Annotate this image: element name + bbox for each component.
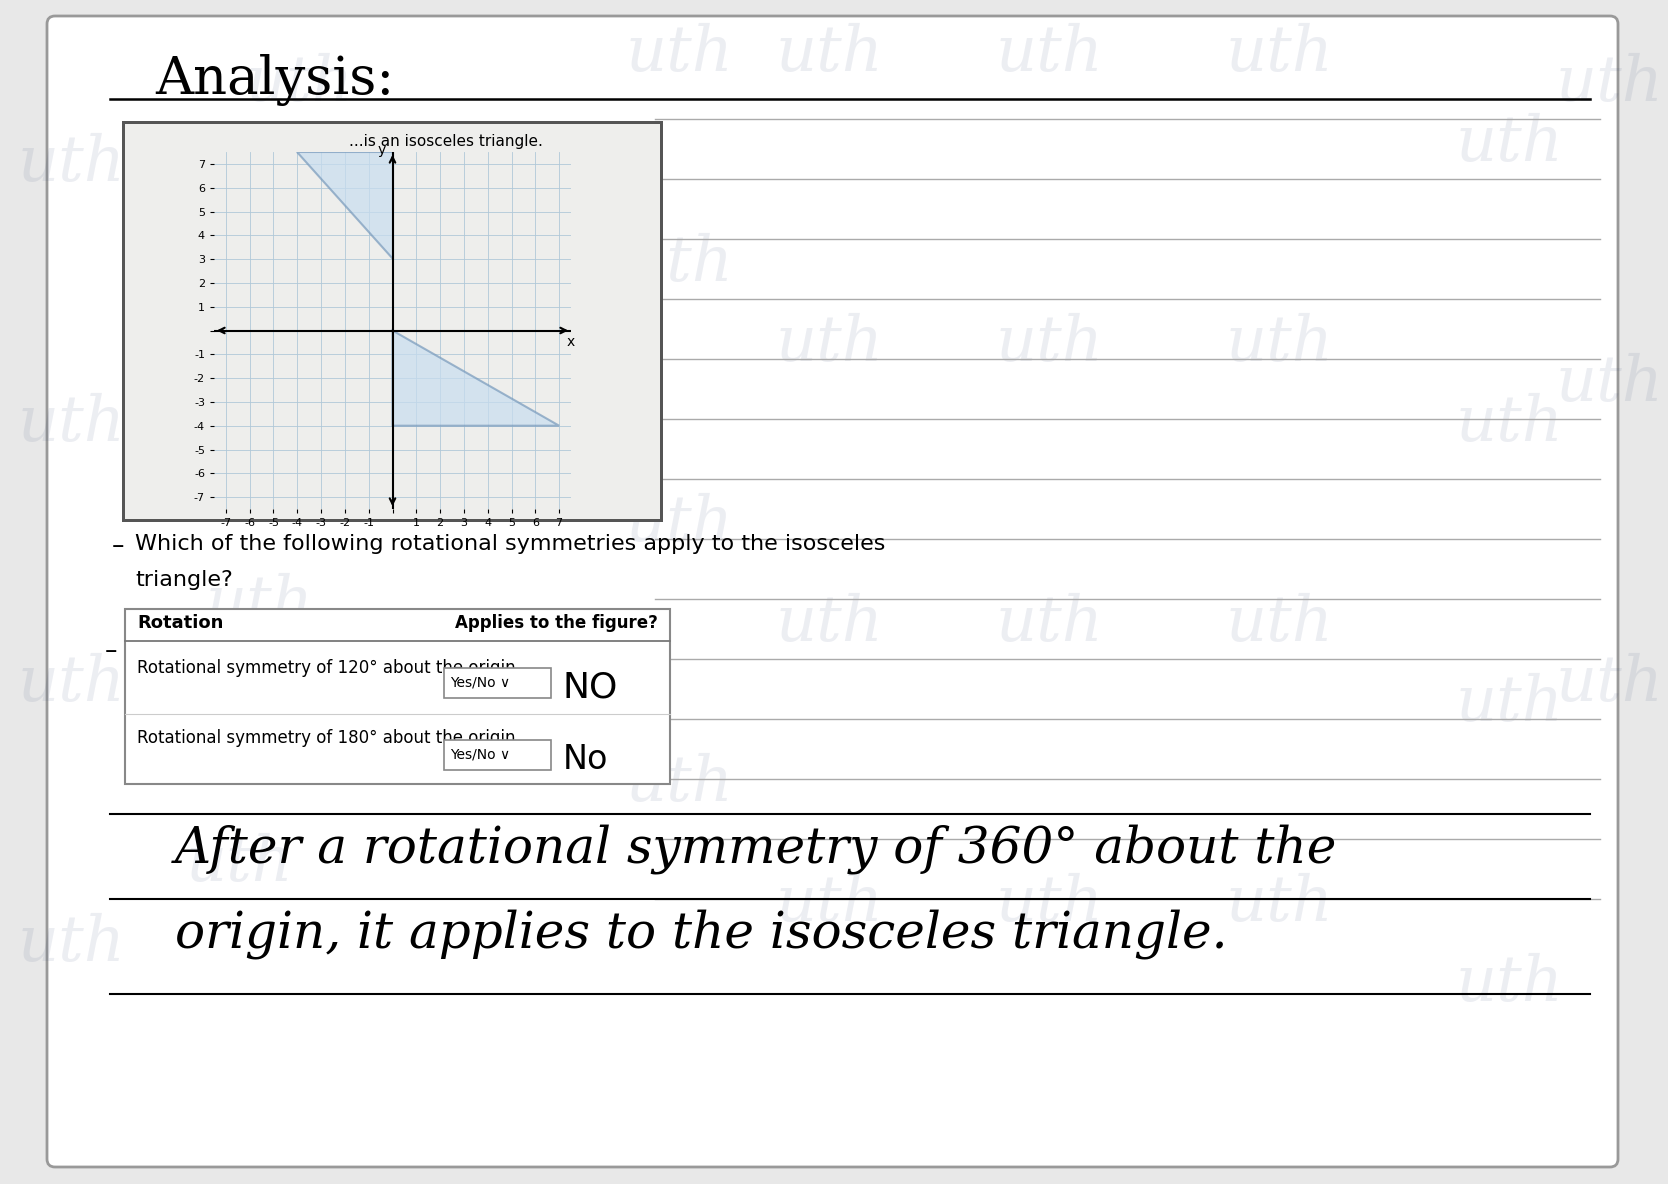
Text: NO: NO — [564, 671, 619, 704]
Text: uth: uth — [776, 24, 884, 85]
Text: uth: uth — [776, 874, 884, 935]
Text: uth: uth — [626, 24, 734, 85]
Text: uth: uth — [207, 573, 314, 635]
Bar — [125, 124, 661, 519]
Text: –: – — [112, 534, 125, 558]
Text: triangle?: triangle? — [135, 570, 234, 590]
Text: uth: uth — [18, 654, 127, 715]
Text: uth: uth — [1456, 393, 1565, 455]
Text: –: – — [105, 639, 117, 663]
Text: Analysis:: Analysis: — [155, 54, 394, 107]
Text: uth: uth — [187, 834, 294, 895]
Text: Which of the following rotational symmetries apply to the isosceles: Which of the following rotational symmet… — [135, 534, 886, 554]
Bar — [125, 609, 671, 784]
Polygon shape — [297, 152, 392, 259]
Text: Applies to the figure?: Applies to the figure? — [455, 614, 657, 632]
Text: uth: uth — [626, 233, 734, 295]
Text: uth: uth — [1456, 674, 1565, 735]
Text: uth: uth — [1456, 114, 1565, 175]
Text: uth: uth — [626, 753, 734, 815]
Text: uth: uth — [996, 24, 1104, 85]
Text: uth: uth — [247, 53, 354, 115]
Polygon shape — [392, 330, 559, 426]
Text: Rotational symmetry of 120° about the origin: Rotational symmetry of 120° about the or… — [137, 659, 515, 677]
FancyBboxPatch shape — [47, 17, 1618, 1167]
Text: uth: uth — [996, 314, 1104, 375]
Text: uth: uth — [1226, 593, 1334, 655]
Text: Rotation: Rotation — [137, 614, 224, 632]
Text: uth: uth — [776, 314, 884, 375]
Text: uth: uth — [1226, 874, 1334, 935]
Text: uth: uth — [1226, 24, 1334, 85]
Text: No: No — [564, 744, 609, 776]
Text: Yes/No ∨: Yes/No ∨ — [450, 675, 510, 689]
Text: uth: uth — [996, 874, 1104, 935]
Text: Yes/No ∨: Yes/No ∨ — [450, 747, 510, 761]
Bar — [122, 121, 662, 522]
Text: uth: uth — [1556, 654, 1665, 715]
Text: uth: uth — [18, 393, 127, 455]
Text: uth: uth — [996, 593, 1104, 655]
Text: uth: uth — [1226, 314, 1334, 375]
Text: uth: uth — [1556, 353, 1665, 414]
Text: Rotational symmetry of 180° about the origin: Rotational symmetry of 180° about the or… — [137, 729, 515, 747]
Text: origin, it applies to the isosceles triangle.: origin, it applies to the isosceles tria… — [175, 909, 1228, 959]
Text: ...is an isosceles triangle.: ...is an isosceles triangle. — [349, 134, 544, 149]
Text: uth: uth — [18, 913, 127, 974]
FancyBboxPatch shape — [444, 668, 550, 699]
Text: After a rotational symmetry of 360° about the: After a rotational symmetry of 360° abou… — [175, 824, 1338, 874]
Text: y: y — [377, 143, 385, 156]
Text: uth: uth — [1456, 953, 1565, 1015]
Text: uth: uth — [227, 314, 334, 375]
Text: uth: uth — [776, 593, 884, 655]
FancyBboxPatch shape — [444, 740, 550, 770]
Text: x: x — [565, 335, 574, 349]
Text: uth: uth — [1556, 53, 1665, 115]
Text: uth: uth — [626, 494, 734, 555]
Text: uth: uth — [18, 134, 127, 195]
